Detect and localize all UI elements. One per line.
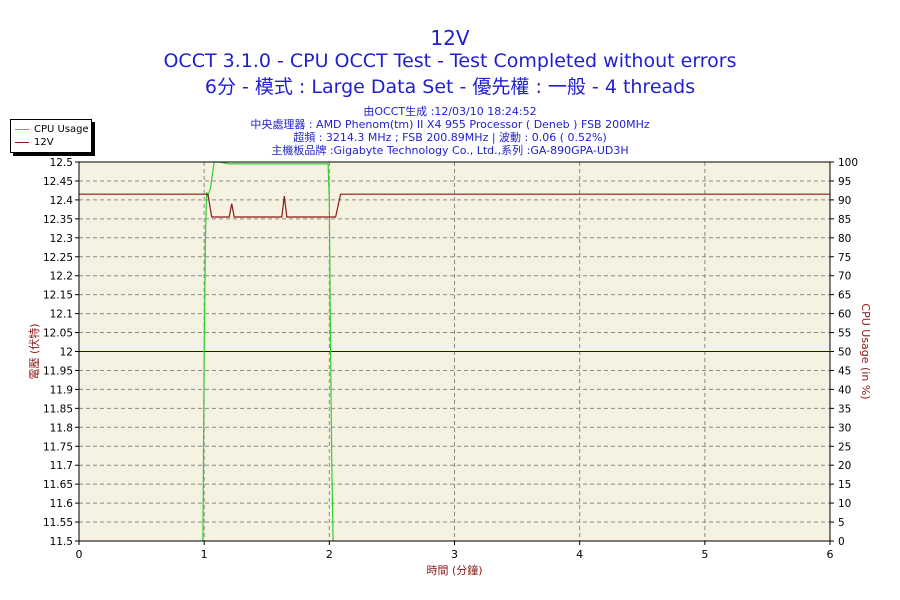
y-tick-label: 12.05 [43,328,73,340]
y-tick-label: 11.7 [50,460,73,472]
y-axis-label: 電壓 (伏特) [27,323,41,379]
y2-tick-label: 5 [838,517,845,529]
y2-tick-label: 55 [838,328,851,340]
y2-tick-label: 0 [838,536,845,548]
chart-title: 12V [430,26,470,50]
legend-swatch-12v [15,141,29,143]
info-motherboard: 主機板品牌 :Gigabyte Technology Co., Ltd.,系列 … [271,144,629,157]
y-tick-label: 12.1 [50,309,73,321]
y2-tick-label: 35 [838,403,851,415]
legend: CPU Usage 12V [10,119,92,153]
y2-tick-label: 80 [838,233,851,245]
y2-tick-label: 40 [838,384,851,396]
plot-frame [78,161,831,542]
y2-tick-label: 10 [838,498,851,510]
y2-tick-label: 85 [838,214,851,226]
x-tick-label: 3 [451,548,458,561]
y-tick-label: 12.4 [50,195,74,207]
y2-tick-label: 15 [838,479,851,491]
y-tick-label: 11.85 [43,403,73,415]
y-tick-label: 12.15 [43,290,73,302]
y-tick-label: 12 [60,347,73,359]
y2-tick-label: 60 [838,309,851,321]
y-tick-label: 12.2 [50,271,73,283]
x-axis-label: 時間 (分鐘) [426,563,482,577]
y-tick-label: 11.75 [43,441,73,453]
y-tick-label: 11.6 [50,498,74,510]
series-group [79,161,830,542]
y2-tick-label: 95 [838,176,851,188]
y2-tick-label: 30 [838,422,851,434]
y-tick-label: 12.45 [43,176,73,188]
x-tick-label: 4 [576,548,583,561]
y2-tick-label: 45 [838,365,851,377]
info-cpu: 中央處理器 : AMD Phenom(tm) II X4 955 Process… [250,118,650,131]
y2-tick-label: 25 [838,441,851,453]
legend-swatch-cpu-usage [15,128,29,130]
y2-axis-label: CPU Usage (in %) [859,303,872,399]
y-tick-label: 12.3 [50,233,73,245]
y-tick-label: 11.8 [50,422,73,434]
y2-tick-label: 70 [838,271,851,283]
y-tick-label: 11.95 [43,365,73,377]
legend-item-12v: 12V [15,136,54,149]
y-tick-label: 11.9 [50,384,73,396]
y-tick-label: 12.35 [43,214,73,226]
info-generated: 由OCCT生成 :12/03/10 18:24:52 [363,105,537,118]
y-tick-label: 11.65 [43,479,73,491]
y-tick-label: 11.5 [50,536,73,548]
x-tick-label: 1 [201,548,208,561]
y2-tick-label: 100 [838,157,858,169]
chart-subtitle-2: 6分 - 模式 : Large Data Set - 優先權 : 一般 - 4 … [204,76,696,98]
x-tick-label: 0 [76,548,83,561]
y2-tick-label: 90 [838,195,851,207]
y2-tick-label: 75 [838,252,851,264]
x-tick-label: 2 [326,548,333,561]
legend-label-cpu-usage: CPU Usage [34,124,89,135]
x-tick-label: 6 [827,548,834,561]
y2-tick-label: 50 [838,347,851,359]
axes: 0 1 2 3 4 5 612.512.4512.412.3512.312.2512.212… [43,157,858,561]
series-line-cpu-usage [202,161,334,542]
legend-item-cpu-usage: CPU Usage [15,123,89,136]
info-overclock: 超頻 : 3214.3 MHz ; FSB 200.89MHz | 波動 : 0… [293,131,607,144]
axis-labels: 時間 (分鐘) 電壓 (伏特) CPU Usage (in %) [27,303,872,577]
y-tick-label: 12.5 [50,157,73,169]
y-tick-label: 12.25 [43,252,73,264]
x-tick-label: 5 [701,548,708,561]
y2-tick-label: 65 [838,290,851,302]
y2-tick-label: 20 [838,460,851,472]
series-line-12v [79,193,830,218]
legend-label-12v: 12V [34,137,54,148]
chart-subtitle: OCCT 3.1.0 - CPU OCCT Test - Test Comple… [163,50,737,72]
y-tick-label: 11.55 [43,517,73,529]
